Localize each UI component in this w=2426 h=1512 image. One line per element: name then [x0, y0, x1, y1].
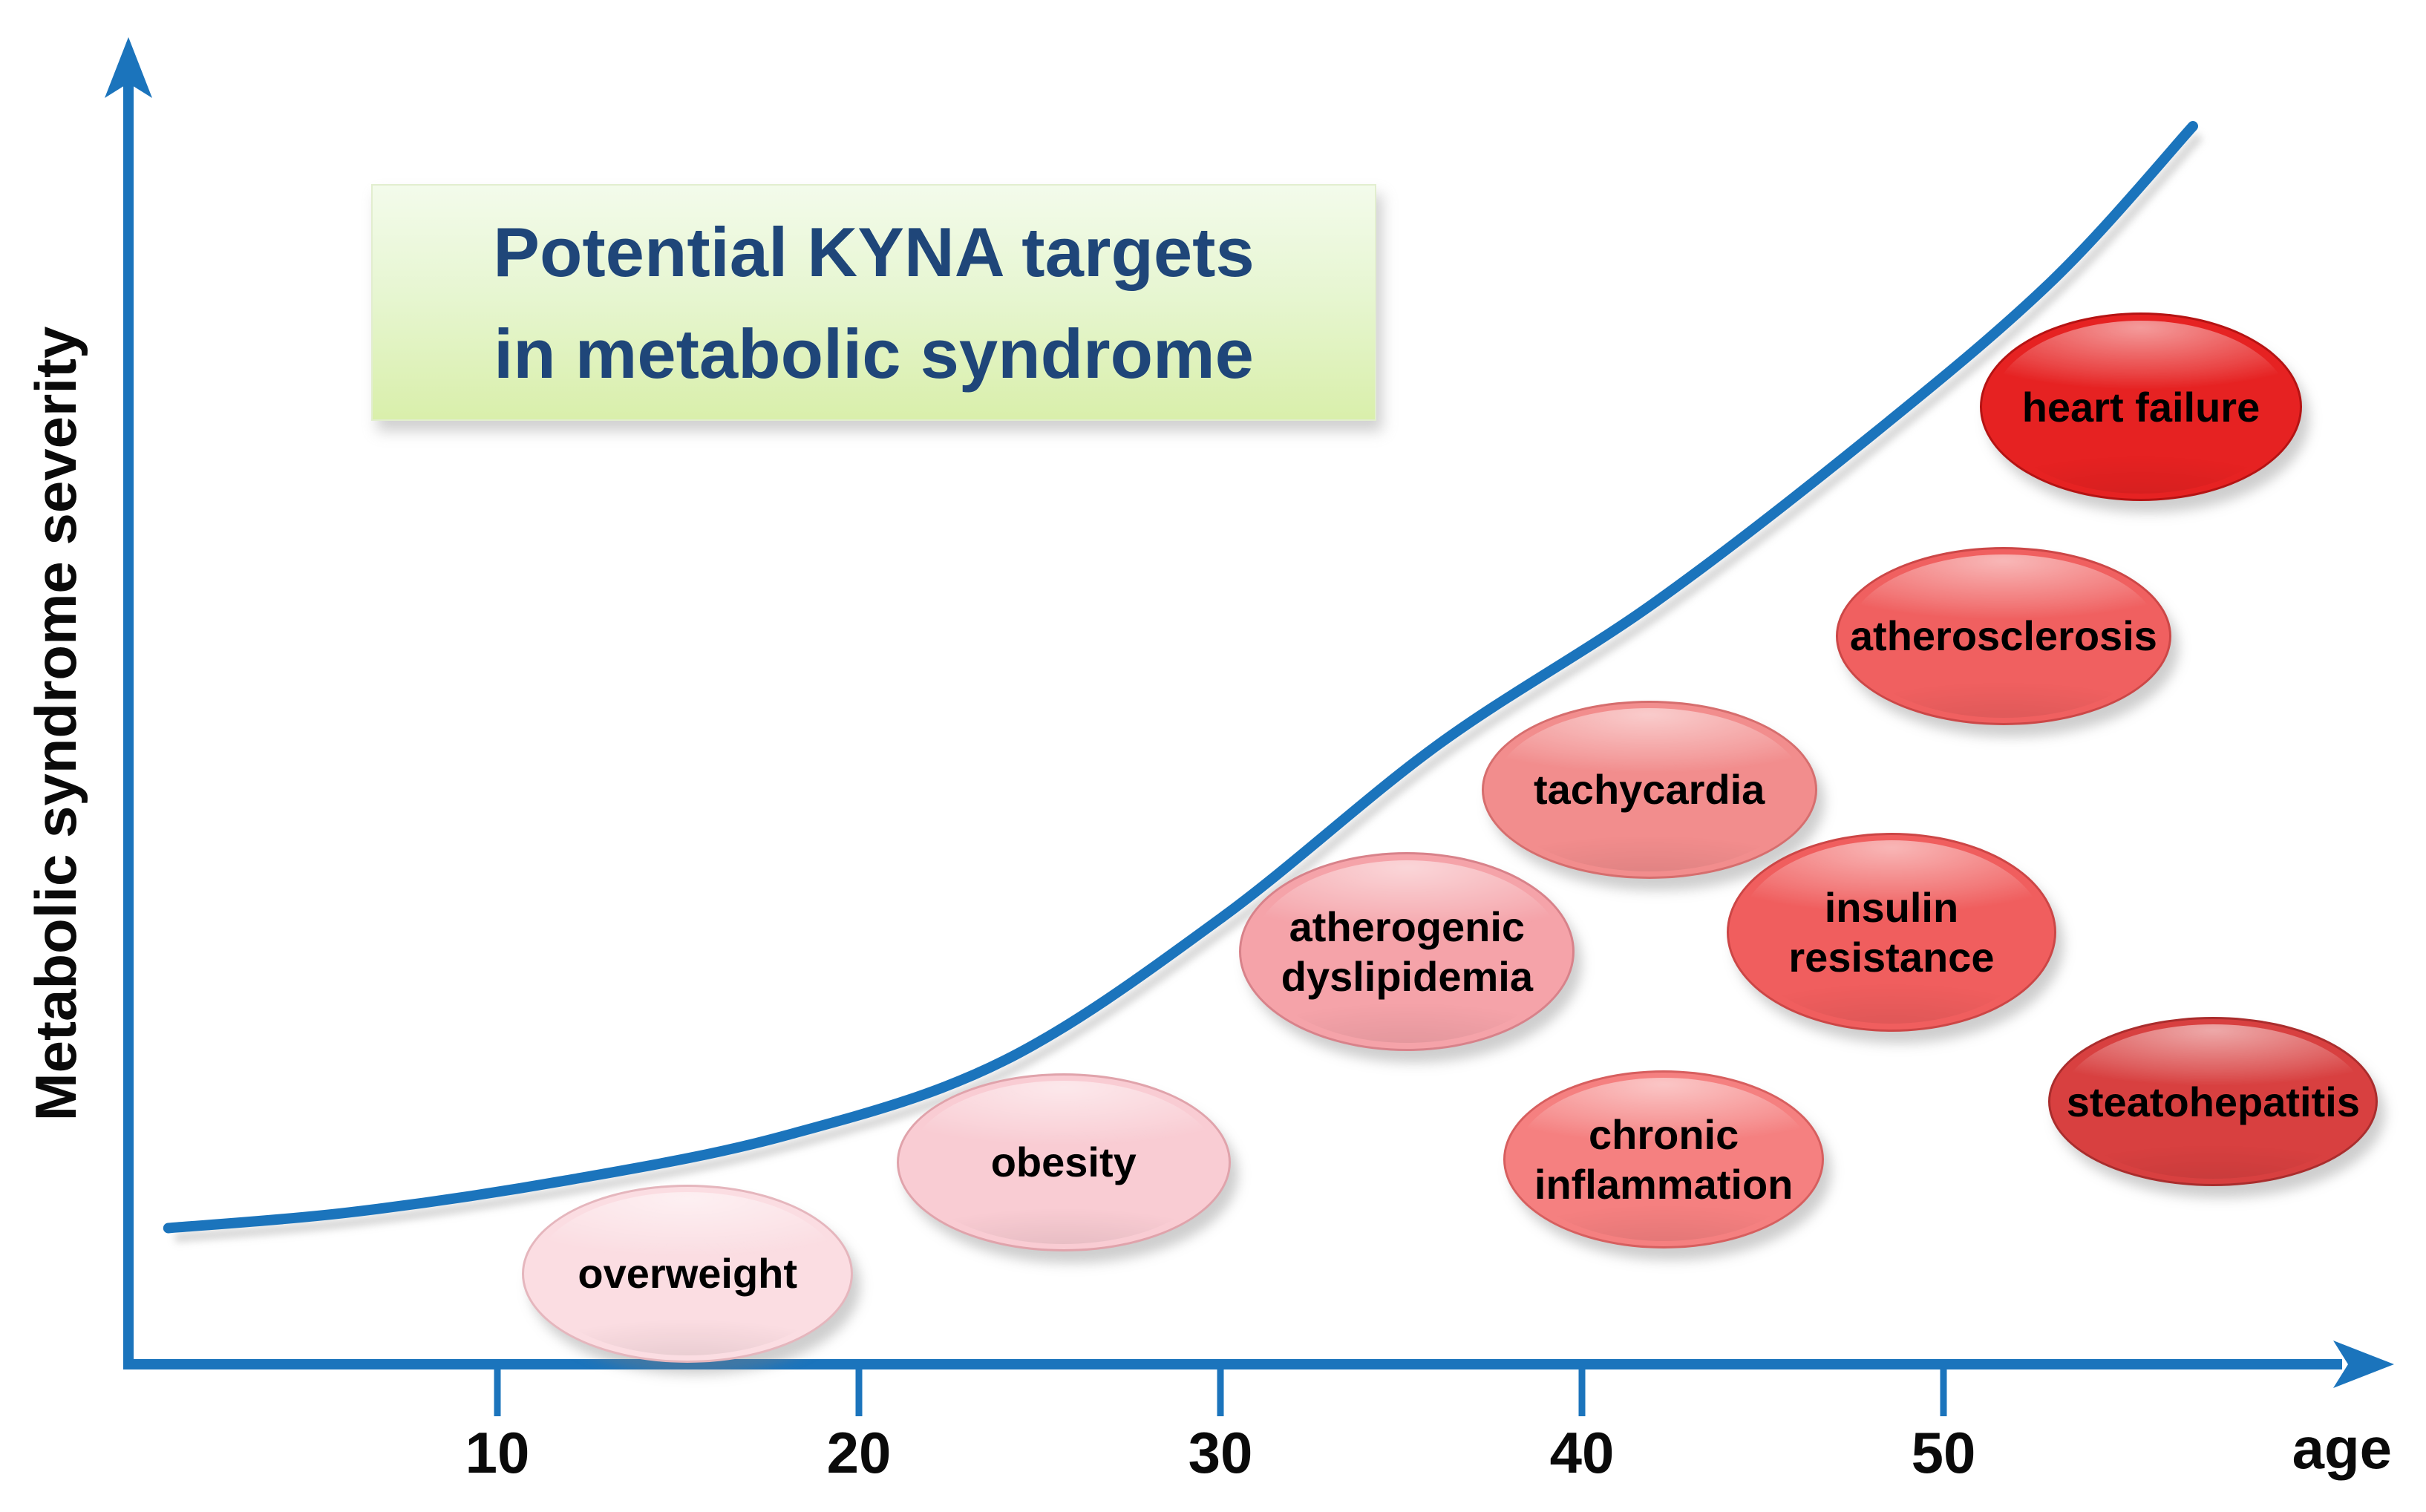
bubble-label: inflammation: [1534, 1161, 1794, 1208]
bubble-label: heart failure: [2021, 383, 2260, 431]
title-line-1: Potential KYNA targets: [493, 212, 1255, 291]
bubble-tachycardia: tachycardia: [1481, 700, 1817, 879]
bubble-label: obesity: [990, 1139, 1137, 1186]
x-axis-arrow-icon: [2333, 1341, 2394, 1388]
bubble-label: steatohepatitis: [2066, 1078, 2360, 1125]
x-tick-label-50: 50: [1911, 1420, 1976, 1485]
bubble-label: tachycardia: [1534, 766, 1765, 814]
x-tick-label-20: 20: [826, 1420, 892, 1485]
tick-layer: [494, 1364, 1947, 1416]
severity-curve: [163, 121, 2198, 1234]
bubble-label: insulin: [1824, 883, 1959, 931]
title-box: Potential KYNA targets in metabolic synd…: [371, 184, 1376, 421]
bubble-label: atherogenic: [1289, 903, 1526, 951]
curve-layer: [163, 121, 2203, 1243]
bubble-overweight: overweight: [522, 1184, 854, 1363]
bubble-label: chronic: [1588, 1111, 1739, 1159]
bubble-insulin-resistance: insulin resistance: [1726, 832, 2056, 1032]
bubble-atherogenic-dyslipidemia: atherogenic dyslipidemia: [1239, 852, 1575, 1052]
curve-shadow: [174, 132, 2203, 1243]
title-line-2: in metabolic syndrome: [494, 314, 1254, 393]
bubble-label: atherosclerosis: [1849, 612, 2157, 660]
y-axis-label: Metabolic syndrome severity: [23, 326, 88, 1122]
x-tick-label-30: 30: [1188, 1420, 1253, 1485]
x-axis-label: age: [2292, 1416, 2392, 1481]
bubble-label: resistance: [1788, 933, 1995, 981]
x-tick-label-40: 40: [1549, 1420, 1615, 1485]
bubble-atherosclerosis: atherosclerosis: [1835, 546, 2171, 725]
bubble-label: dyslipidemia: [1281, 953, 1533, 1001]
x-tick-label-10: 10: [465, 1420, 530, 1485]
bubble-obesity: obesity: [896, 1073, 1231, 1251]
bubble-chronic-inflammation: chronic inflammation: [1503, 1070, 1825, 1249]
y-axis-arrow-icon: [105, 37, 152, 98]
bubble-steatohepatitis: steatohepatitis: [2048, 1017, 2378, 1187]
bubble-label: overweight: [578, 1250, 798, 1297]
bubble-heart-failure: heart failure: [1979, 312, 2302, 502]
